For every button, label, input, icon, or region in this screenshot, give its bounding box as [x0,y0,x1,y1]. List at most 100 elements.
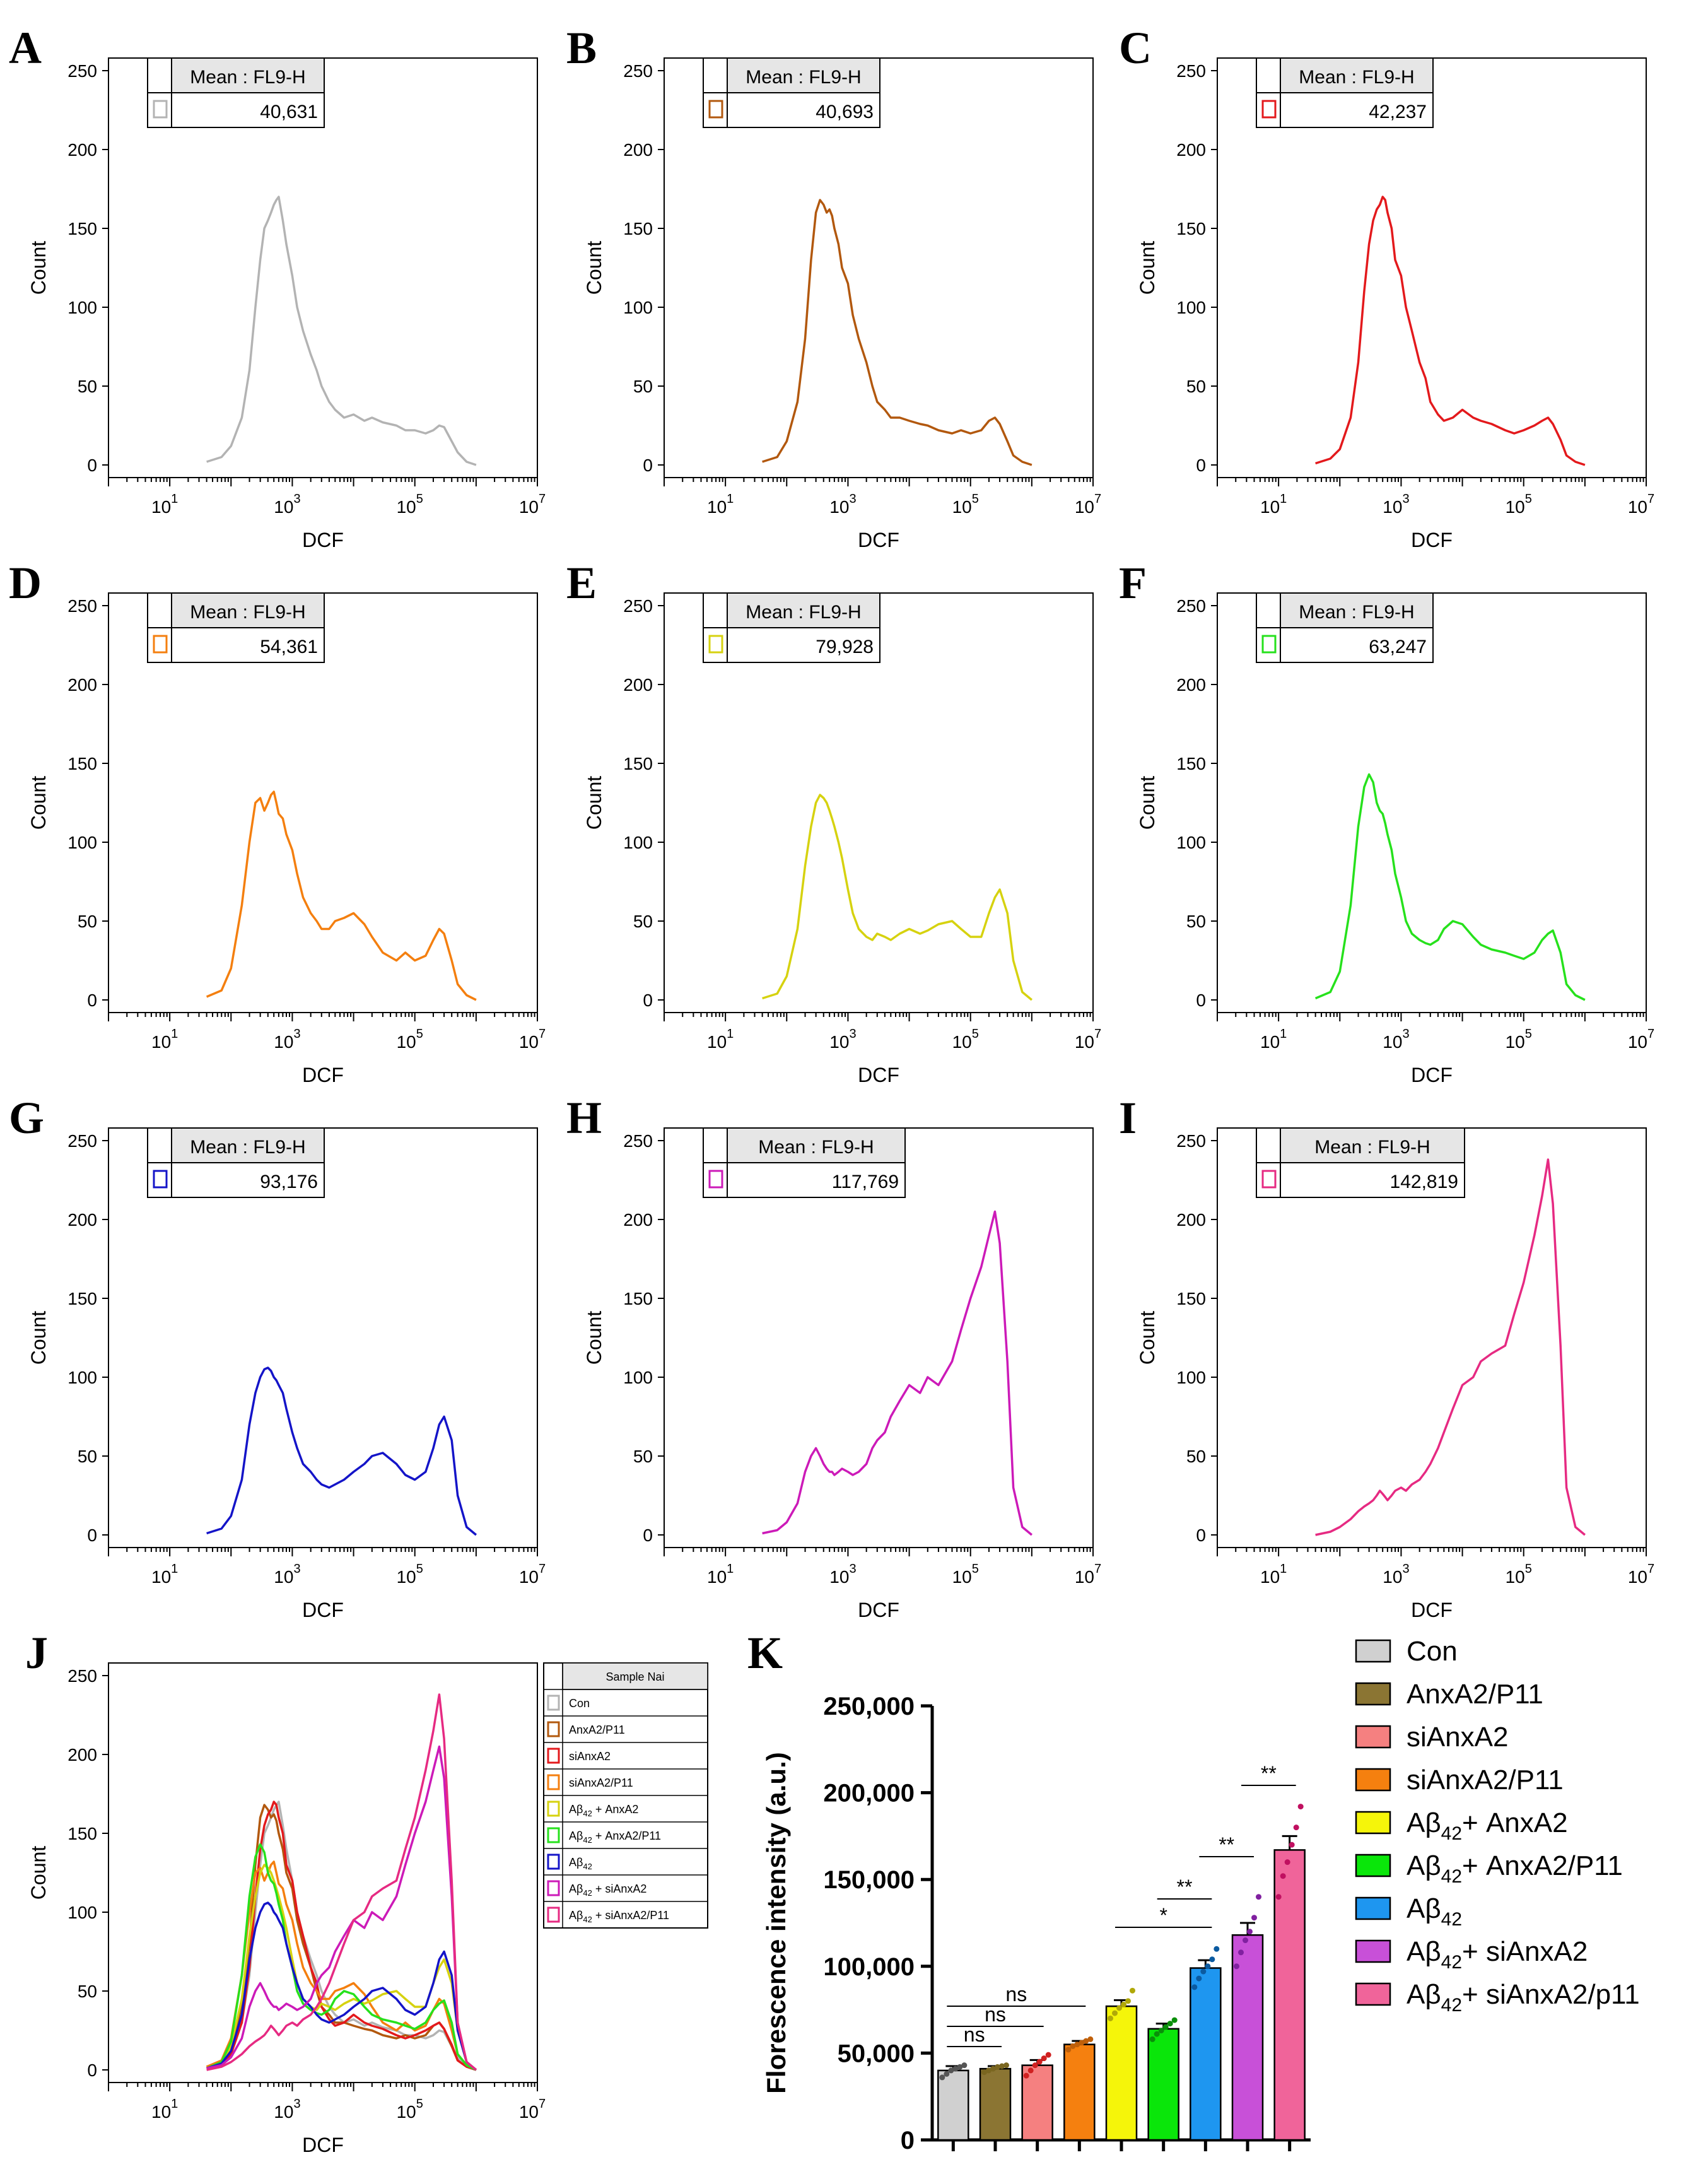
x-tick-label: 105 [397,2097,423,2122]
data-point [1121,2001,1126,2007]
color-swatch-icon [153,100,168,119]
stat-box: Mean : FL9-H 42,237 [1256,57,1434,128]
significance-label: ns [1005,1983,1027,2006]
legend-item-text: Aβ [1407,1893,1441,1924]
stat-box-header-bg [1280,592,1434,628]
x-tick-label: 105 [397,1027,423,1052]
stat-box-header: Mean : FL9-H [746,602,861,623]
x-tick-exponent: 1 [171,2097,178,2111]
significance-label: * [1159,1904,1167,1927]
legend-swatch-icon [1355,1854,1391,1877]
x-tick-label: 103 [274,1562,300,1587]
x-tick-exponent: 7 [1647,492,1654,506]
bar [1105,2005,1138,2141]
legend-item-label: Aβ42 [569,1856,592,1871]
panel-letter: E [566,558,597,608]
legend-item-label: siAnxA2/P11 [569,1777,633,1789]
legend-item-text: AnxA2/P11 [569,1724,625,1736]
x-tick-exponent: 1 [727,1027,734,1041]
x-tick-exponent: 1 [727,1562,734,1576]
color-swatch-icon [708,1170,723,1189]
y-tick-label: 0 [1196,990,1206,1010]
x-tick-label: 103 [274,2097,300,2122]
x-tick-exponent: 5 [972,1562,979,1576]
panel-letter: H [566,1093,602,1143]
data-point [939,2074,945,2081]
y-tick-label: 0 [87,2060,97,2080]
x-tick-exponent: 7 [1094,1562,1101,1576]
data-point [1074,2042,1080,2048]
legend-item-label: Aβ42+ AnxA2/P11 [1407,1850,1623,1887]
y-tick-label: 0 [1196,455,1206,475]
x-tick-label: 107 [1075,492,1101,517]
x-tick-base: 10 [519,1567,539,1587]
legend-item-label: Aβ42 + siAnxA2/P11 [569,1909,669,1924]
y-tick-label: 100 [623,298,653,317]
legend-item-text: Con [1407,1636,1458,1667]
y-tick-label: 200 [623,675,653,695]
data-point [1293,1824,1299,1831]
data-point [952,2065,959,2072]
significance-label: ** [1261,1762,1277,1785]
x-axis-label: DCF [858,529,899,551]
x-tick-base: 10 [1628,497,1647,517]
y-tick-label: 50 [1186,377,1206,396]
histogram-curve [762,794,1033,1001]
x-tick-base: 10 [707,1567,727,1587]
x-tick-label: 101 [1260,1562,1287,1587]
panel-letter: G [9,1093,44,1143]
legend-swatch-icon [1355,1639,1391,1663]
y-axis-label: Count [1136,241,1159,295]
y-tick-label: 150 [623,754,653,773]
x-tick-base: 10 [1506,497,1525,517]
data-point [1200,1968,1207,1975]
x-tick-label: 105 [1506,1562,1532,1587]
y-tick-label: 150 [67,219,97,238]
legend-item-subscript: 42 [583,1915,592,1924]
legend-item-text: Aβ [569,1909,583,1922]
legend-item-suffix: + siAnxA2 [592,1883,647,1895]
stat-box-value: 40,693 [816,102,874,122]
x-tick-base: 10 [1383,497,1402,517]
y-tick-label: 50 [633,1447,653,1466]
legend-swatch-icon [547,1748,560,1764]
y-tick-label: 0 [901,2127,915,2154]
x-tick-label: 105 [952,1027,979,1052]
plot-frame [108,1662,538,2083]
y-tick-label: 100 [1176,298,1206,317]
legend-item-subscript: 42 [583,1809,592,1818]
legend-item-text: Aβ [569,1830,583,1842]
legend-item-label: AnxA2/P11 [569,1724,625,1736]
x-tick-exponent: 3 [293,1562,300,1576]
data-point [1171,2017,1178,2023]
y-tick-label: 150,000 [823,1866,915,1894]
y-tick-label: 200 [1176,675,1206,695]
x-tick-exponent: 7 [1094,492,1101,506]
x-tick-label: 107 [519,492,546,517]
x-tick-label: 107 [1628,1027,1654,1052]
color-swatch-icon [708,635,723,654]
stat-box-value: 42,237 [1369,102,1427,122]
stat-box: Mean : FL9-H 142,819 [1256,1127,1465,1198]
histogram-curve [1314,773,1586,1001]
y-tick-label: 50 [633,912,653,931]
legend-item-subscript: 42 [1441,1952,1462,1973]
legend-item-text: siAnxA2/P11 [1407,1765,1564,1795]
data-point [1065,2047,1072,2053]
overlay-curve [206,1693,477,2071]
bar [1273,1849,1306,2141]
stat-box-header: Mean : FL9-H [190,1137,305,1158]
x-tick-base: 10 [707,497,727,517]
x-tick-exponent: 1 [727,492,734,506]
data-point [1251,1915,1257,1921]
legend-item-text: siAnxA2/P11 [569,1777,633,1789]
x-tick-exponent: 3 [293,1027,300,1041]
stat-box: Mean : FL9-H 63,247 [1256,592,1434,663]
legend-item-suffix: + siAnxA2/p11 [1462,1979,1640,2010]
data-point [1280,1873,1286,1879]
legend-item-label: Aβ42 + AnxA2 [569,1803,638,1818]
y-tick-label: 200 [1176,140,1206,160]
legend-item-subscript: 42 [1441,1909,1462,1930]
